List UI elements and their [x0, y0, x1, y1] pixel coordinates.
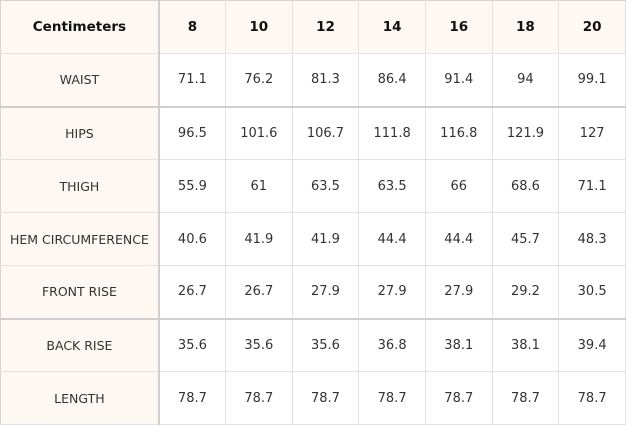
table-cell: 41.9	[292, 212, 360, 266]
table-cell: 27.9	[358, 265, 426, 320]
table-cell: 78.7	[558, 371, 626, 425]
unit-header: Centimeters	[0, 0, 160, 54]
table-cell: 38.1	[425, 318, 493, 372]
size-header-16: 16	[425, 0, 493, 54]
row-label: HEM CIRCUMFERENCE	[0, 212, 160, 266]
row-label: THIGH	[0, 159, 160, 213]
table-cell: 26.7	[225, 265, 293, 320]
table-cell: 35.6	[158, 318, 226, 372]
table-row-hips: HIPS 96.5 101.6 106.7 111.8 116.8 121.9 …	[0, 106, 626, 160]
table-cell: 41.9	[225, 212, 293, 266]
table-cell: 111.8	[358, 106, 426, 160]
size-header-14: 14	[358, 0, 426, 54]
size-header-20: 20	[558, 0, 626, 54]
size-header-12: 12	[292, 0, 360, 54]
table-cell: 29.2	[492, 265, 560, 320]
table-cell: 44.4	[425, 212, 493, 266]
table-cell: 76.2	[225, 53, 293, 108]
table-cell: 101.6	[225, 106, 293, 160]
table-cell: 27.9	[425, 265, 493, 320]
table-cell: 39.4	[558, 318, 626, 372]
table-row-back-rise: BACK RISE 35.6 35.6 35.6 36.8 38.1 38.1 …	[0, 318, 626, 372]
table-cell: 27.9	[292, 265, 360, 320]
table-row-front-rise: FRONT RISE 26.7 26.7 27.9 27.9 27.9 29.2…	[0, 265, 626, 320]
table-cell: 78.7	[425, 371, 493, 425]
table-cell: 86.4	[358, 53, 426, 108]
size-header-18: 18	[492, 0, 560, 54]
table-cell: 78.7	[158, 371, 226, 425]
table-row-waist: WAIST 71.1 76.2 81.3 86.4 91.4 94 99.1	[0, 53, 626, 108]
row-label: FRONT RISE	[0, 265, 160, 320]
table-row-thigh: THIGH 55.9 61 63.5 63.5 66 68.6 71.1	[0, 159, 626, 213]
table-cell: 94	[492, 53, 560, 108]
table-cell: 36.8	[358, 318, 426, 372]
table-cell: 35.6	[292, 318, 360, 372]
table-row-length: LENGTH 78.7 78.7 78.7 78.7 78.7 78.7 78.…	[0, 371, 626, 425]
table-cell: 71.1	[158, 53, 226, 108]
table-cell: 81.3	[292, 53, 360, 108]
row-label: LENGTH	[0, 371, 160, 425]
size-header-8: 8	[158, 0, 226, 54]
table-cell: 63.5	[358, 159, 426, 213]
table-cell: 71.1	[558, 159, 626, 213]
table-cell: 121.9	[492, 106, 560, 160]
table-cell: 44.4	[358, 212, 426, 266]
size-header-10: 10	[225, 0, 293, 54]
table-cell: 78.7	[292, 371, 360, 425]
table-cell: 96.5	[158, 106, 226, 160]
table-cell: 78.7	[358, 371, 426, 425]
table-cell: 116.8	[425, 106, 493, 160]
table-cell: 78.7	[492, 371, 560, 425]
table-row-hem-circumference: HEM CIRCUMFERENCE 40.6 41.9 41.9 44.4 44…	[0, 212, 626, 266]
table-cell: 48.3	[558, 212, 626, 266]
row-label: WAIST	[0, 53, 160, 108]
row-label: HIPS	[0, 106, 160, 160]
table-cell: 26.7	[158, 265, 226, 320]
table-cell: 61	[225, 159, 293, 213]
table-cell: 91.4	[425, 53, 493, 108]
table-cell: 38.1	[492, 318, 560, 372]
table-cell: 99.1	[558, 53, 626, 108]
row-label: BACK RISE	[0, 318, 160, 372]
table-cell: 63.5	[292, 159, 360, 213]
table-cell: 30.5	[558, 265, 626, 320]
table-cell: 35.6	[225, 318, 293, 372]
table-cell: 66	[425, 159, 493, 213]
table-cell: 78.7	[225, 371, 293, 425]
table-cell: 68.6	[492, 159, 560, 213]
header-row: Centimeters 8 10 12 14 16 18 20	[0, 0, 626, 54]
table-cell: 40.6	[158, 212, 226, 266]
table-cell: 55.9	[158, 159, 226, 213]
table-cell: 127	[558, 106, 626, 160]
table-cell: 106.7	[292, 106, 360, 160]
table-cell: 45.7	[492, 212, 560, 266]
